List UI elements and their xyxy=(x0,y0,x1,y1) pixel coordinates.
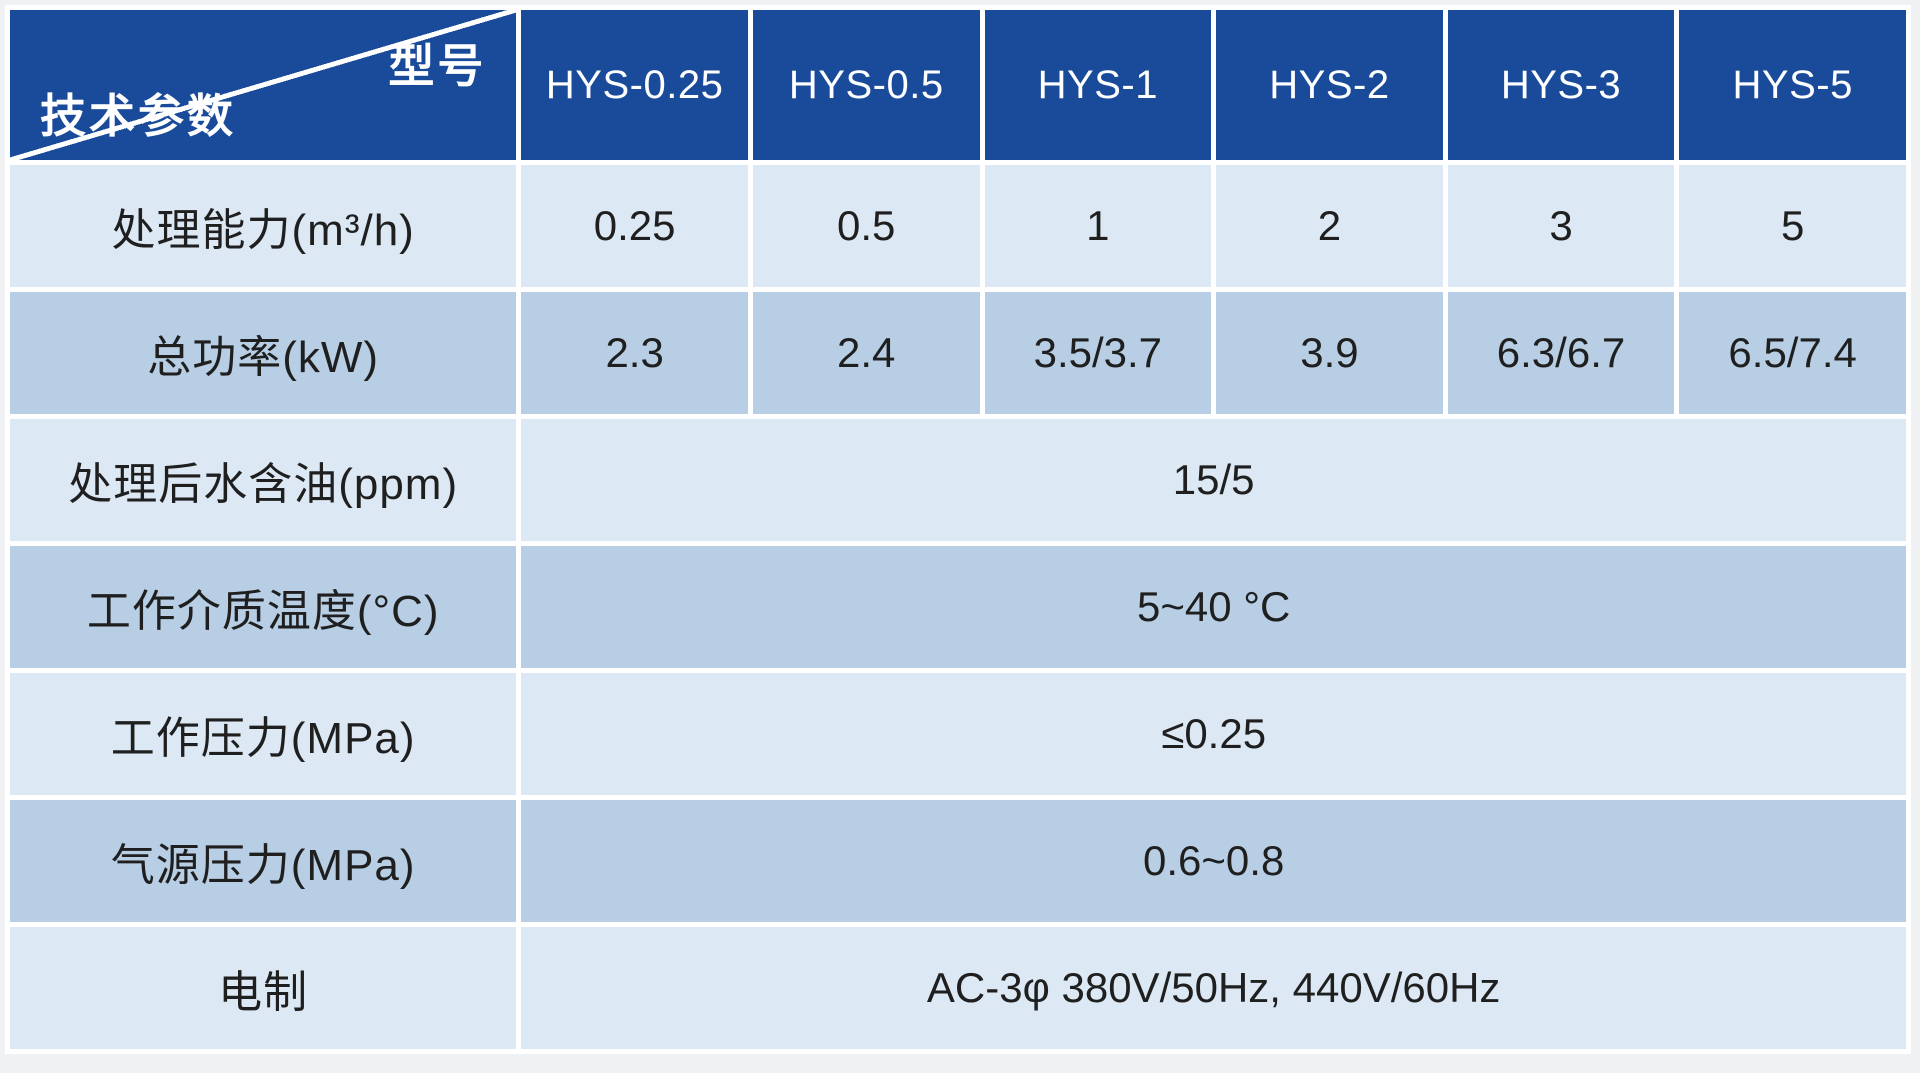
merged-value-cell: 15/5 xyxy=(521,419,1906,541)
corner-cell: 型号 技术参数 xyxy=(10,10,517,160)
value-cell: 3.9 xyxy=(1216,292,1443,414)
table-row-power: 总功率(kW) 2.3 2.4 3.5/3.7 3.9 6.3/6.7 6.5/… xyxy=(10,292,1906,414)
column-header-hys-2: HYS-2 xyxy=(1216,10,1443,160)
table-row-air-pressure: 气源压力(MPa) 0.6~0.8 xyxy=(10,800,1906,922)
table-row-capacity: 处理能力(m³/h) 0.25 0.5 1 2 3 5 xyxy=(10,165,1906,287)
merged-value-cell: 5~40 °C xyxy=(521,546,1906,668)
table-row-oil-content: 处理后水含油(ppm) 15/5 xyxy=(10,419,1906,541)
row-label-temperature: 工作介质温度(°C) xyxy=(10,546,517,668)
value-cell: 2 xyxy=(1216,165,1443,287)
column-header-hys-0-5: HYS-0.5 xyxy=(752,10,980,160)
column-header-hys-0-25: HYS-0.25 xyxy=(521,10,748,160)
row-label-capacity: 处理能力(m³/h) xyxy=(10,165,517,287)
value-cell: 1 xyxy=(984,165,1212,287)
row-label-electrical: 电制 xyxy=(10,927,517,1049)
diagonal-divider xyxy=(10,10,517,160)
table-row-temperature: 工作介质温度(°C) 5~40 °C xyxy=(10,546,1906,668)
row-label-working-pressure: 工作压力(MPa) xyxy=(10,673,517,795)
row-label-power: 总功率(kW) xyxy=(10,292,517,414)
table-header-row: 型号 技术参数 HYS-0.25 HYS-0.5 HYS-1 HYS-2 HYS… xyxy=(10,10,1906,160)
column-header-hys-3: HYS-3 xyxy=(1447,10,1675,160)
value-cell: 3.5/3.7 xyxy=(984,292,1212,414)
row-label-oil-content: 处理后水含油(ppm) xyxy=(10,419,517,541)
spec-table: 型号 技术参数 HYS-0.25 HYS-0.5 HYS-1 HYS-2 HYS… xyxy=(5,5,1911,1054)
table-row-working-pressure: 工作压力(MPa) ≤0.25 xyxy=(10,673,1906,795)
value-cell: 6.5/7.4 xyxy=(1679,292,1906,414)
value-cell: 6.3/6.7 xyxy=(1447,292,1675,414)
table-row-electrical: 电制 AC-3φ 380V/50Hz, 440V/60Hz xyxy=(10,927,1906,1049)
row-label-air-pressure: 气源压力(MPa) xyxy=(10,800,517,922)
value-cell: 0.5 xyxy=(752,165,980,287)
value-cell: 5 xyxy=(1679,165,1906,287)
column-header-hys-5: HYS-5 xyxy=(1679,10,1906,160)
value-cell: 0.25 xyxy=(521,165,748,287)
corner-params-label: 技术参数 xyxy=(40,90,236,142)
merged-value-cell: 0.6~0.8 xyxy=(521,800,1906,922)
corner-model-label: 型号 xyxy=(388,40,487,92)
value-cell: 2.3 xyxy=(521,292,748,414)
column-header-hys-1: HYS-1 xyxy=(984,10,1212,160)
value-cell: 3 xyxy=(1447,165,1675,287)
merged-value-cell: ≤0.25 xyxy=(521,673,1906,795)
merged-value-cell: AC-3φ 380V/50Hz, 440V/60Hz xyxy=(521,927,1906,1049)
value-cell: 2.4 xyxy=(752,292,980,414)
